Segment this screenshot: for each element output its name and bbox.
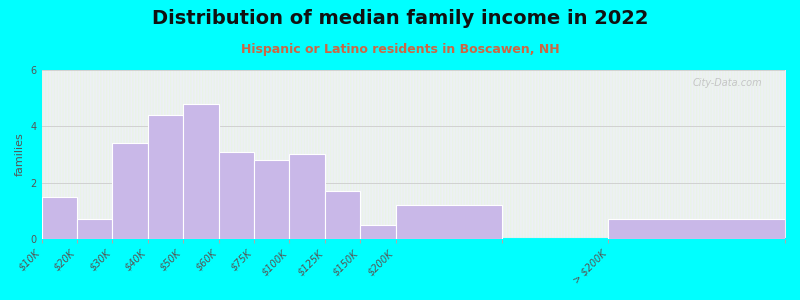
Bar (325, 191, 360, 239)
Text: Hispanic or Latino residents in Boscawen, NH: Hispanic or Latino residents in Boscawen… (241, 44, 559, 56)
Bar (77, 219, 113, 239)
Bar (113, 143, 148, 239)
Bar (360, 225, 396, 239)
Text: City-Data.com: City-Data.com (693, 78, 762, 88)
Y-axis label: families: families (15, 133, 25, 176)
Bar (218, 152, 254, 239)
Bar (290, 154, 325, 239)
Text: Distribution of median family income in 2022: Distribution of median family income in … (152, 9, 648, 28)
Bar (254, 160, 290, 239)
Bar (396, 205, 502, 239)
Bar (148, 115, 183, 239)
Bar (183, 104, 218, 239)
Bar (42, 196, 77, 239)
Bar (608, 219, 785, 239)
